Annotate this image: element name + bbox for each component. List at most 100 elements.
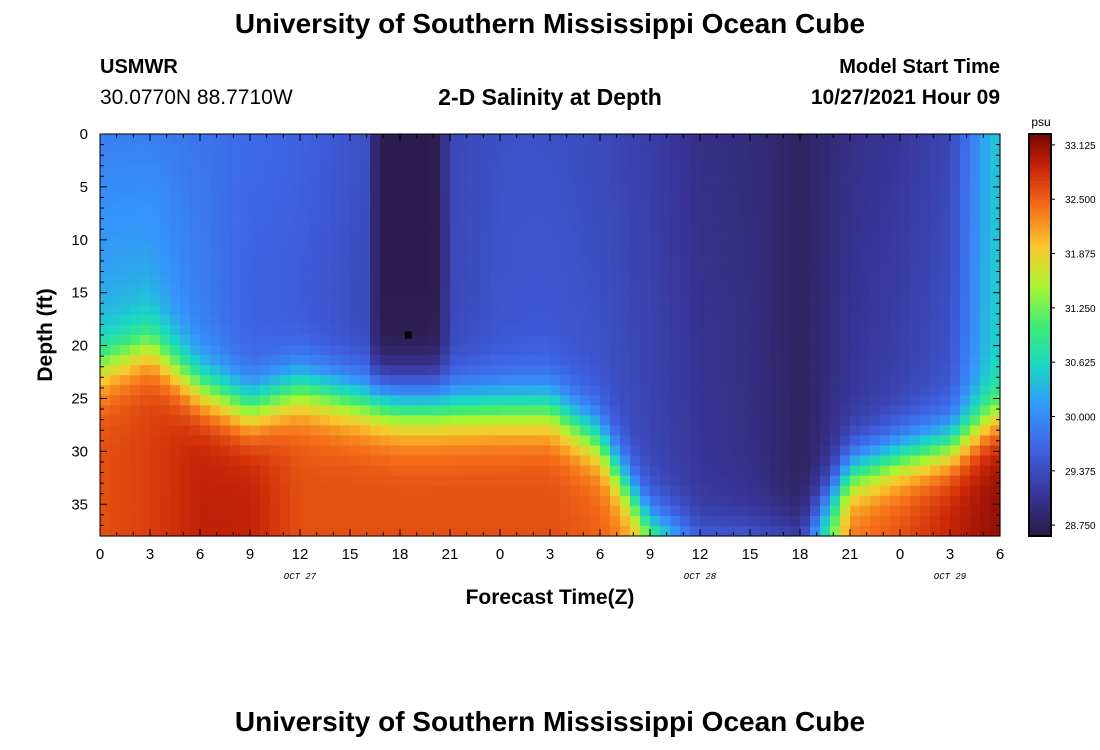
heatmap-cell xyxy=(430,345,441,356)
heatmap-cell xyxy=(260,335,271,346)
heatmap-cell xyxy=(490,425,501,437)
heatmap-cell xyxy=(670,475,681,487)
heatmap-cell xyxy=(600,144,611,155)
heatmap-cell xyxy=(880,485,891,497)
heatmap-cell xyxy=(370,365,381,376)
heatmap-cell xyxy=(880,214,891,226)
heatmap-cell xyxy=(260,405,271,416)
heatmap-cell xyxy=(210,445,221,457)
heatmap-cell xyxy=(710,214,721,226)
heatmap-cell xyxy=(230,244,241,256)
heatmap-cell xyxy=(720,214,731,226)
heatmap-cell xyxy=(350,144,361,155)
heatmap-cell xyxy=(530,385,541,396)
heatmap-cell xyxy=(730,475,741,487)
heatmap-cell xyxy=(930,515,941,527)
heatmap-cell xyxy=(570,134,581,145)
heatmap-cell xyxy=(260,515,271,527)
heatmap-cell xyxy=(380,184,391,195)
heatmap-cell xyxy=(640,134,651,145)
heatmap-cell xyxy=(630,415,641,427)
heatmap-cell xyxy=(360,224,371,236)
heatmap-cell xyxy=(310,335,321,346)
heatmap-cell xyxy=(650,184,661,195)
heatmap-cell xyxy=(100,485,111,497)
heatmap-cell xyxy=(210,194,221,205)
heatmap-cell xyxy=(320,375,331,386)
heatmap-cell xyxy=(840,465,851,477)
heatmap-cell xyxy=(680,525,691,537)
heatmap-cell xyxy=(410,314,421,326)
heatmap-cell xyxy=(740,214,751,226)
heatmap-cell xyxy=(570,375,581,386)
heatmap-cell xyxy=(150,495,161,507)
heatmap-cell xyxy=(690,284,701,296)
heatmap-cell xyxy=(260,294,271,306)
heatmap-cell xyxy=(470,254,481,266)
heatmap-cell xyxy=(710,445,721,457)
heatmap-cell xyxy=(620,465,631,477)
heatmap-cell xyxy=(410,144,421,155)
heatmap-cell xyxy=(920,304,931,316)
heatmap-cell xyxy=(630,254,641,266)
heatmap-cell xyxy=(740,274,751,286)
heatmap-cell xyxy=(820,335,831,346)
heatmap-cell xyxy=(610,395,621,406)
colorbar-segment xyxy=(1029,241,1051,246)
heatmap-cell xyxy=(330,455,341,467)
heatmap-cell xyxy=(900,314,911,326)
heatmap-cell xyxy=(220,254,231,266)
heatmap-cell xyxy=(680,415,691,427)
heatmap-cell xyxy=(830,505,841,517)
heatmap-cell xyxy=(380,525,391,537)
heatmap-cell xyxy=(840,525,851,537)
heatmap-cell xyxy=(810,455,821,467)
heatmap-cell xyxy=(680,345,691,356)
heatmap-cell xyxy=(700,495,711,507)
heatmap-cell xyxy=(290,244,301,256)
heatmap-cell xyxy=(570,355,581,366)
heatmap-cell xyxy=(880,345,891,356)
heatmap-cell xyxy=(590,314,601,326)
heatmap-cell xyxy=(190,254,201,266)
heatmap-cell xyxy=(100,204,111,215)
heatmap-cell xyxy=(970,345,981,356)
heatmap-cell xyxy=(130,214,141,226)
heatmap-cell xyxy=(800,425,811,437)
x-tick-label: 9 xyxy=(646,546,654,563)
heatmap-cell xyxy=(490,405,501,416)
heatmap-cell xyxy=(370,495,381,507)
heatmap-cell xyxy=(250,485,261,497)
heatmap-cell xyxy=(900,405,911,416)
heatmap-cell xyxy=(770,465,781,477)
heatmap-cell xyxy=(550,304,561,316)
heatmap-cell xyxy=(490,254,501,266)
heatmap-cell xyxy=(530,495,541,507)
heatmap-cell xyxy=(300,224,311,236)
heatmap-cell xyxy=(460,264,471,276)
heatmap-cell xyxy=(530,204,541,215)
heatmap-cell xyxy=(350,314,361,326)
heatmap-cell xyxy=(890,515,901,527)
heatmap-cell xyxy=(340,395,351,406)
heatmap-cell xyxy=(780,365,791,376)
heatmap-cell xyxy=(460,365,471,376)
heatmap-cell xyxy=(850,385,861,396)
heatmap-cell xyxy=(330,214,341,226)
heatmap-cell xyxy=(300,274,311,286)
heatmap-cell xyxy=(860,294,871,306)
colorbar-segment xyxy=(1029,532,1051,537)
heatmap-cell xyxy=(600,425,611,437)
heatmap-cell xyxy=(740,495,751,507)
heatmap-cell xyxy=(950,375,961,386)
heatmap-cell xyxy=(880,405,891,416)
heatmap-cell xyxy=(150,445,161,457)
heatmap-cell xyxy=(970,385,981,396)
heatmap-cell xyxy=(440,335,451,346)
heatmap-cell xyxy=(100,395,111,406)
heatmap-cell xyxy=(830,294,841,306)
heatmap-cell xyxy=(540,304,551,316)
heatmap-cell xyxy=(270,144,281,155)
heatmap-cell xyxy=(920,435,931,447)
heatmap-cell xyxy=(980,194,991,205)
